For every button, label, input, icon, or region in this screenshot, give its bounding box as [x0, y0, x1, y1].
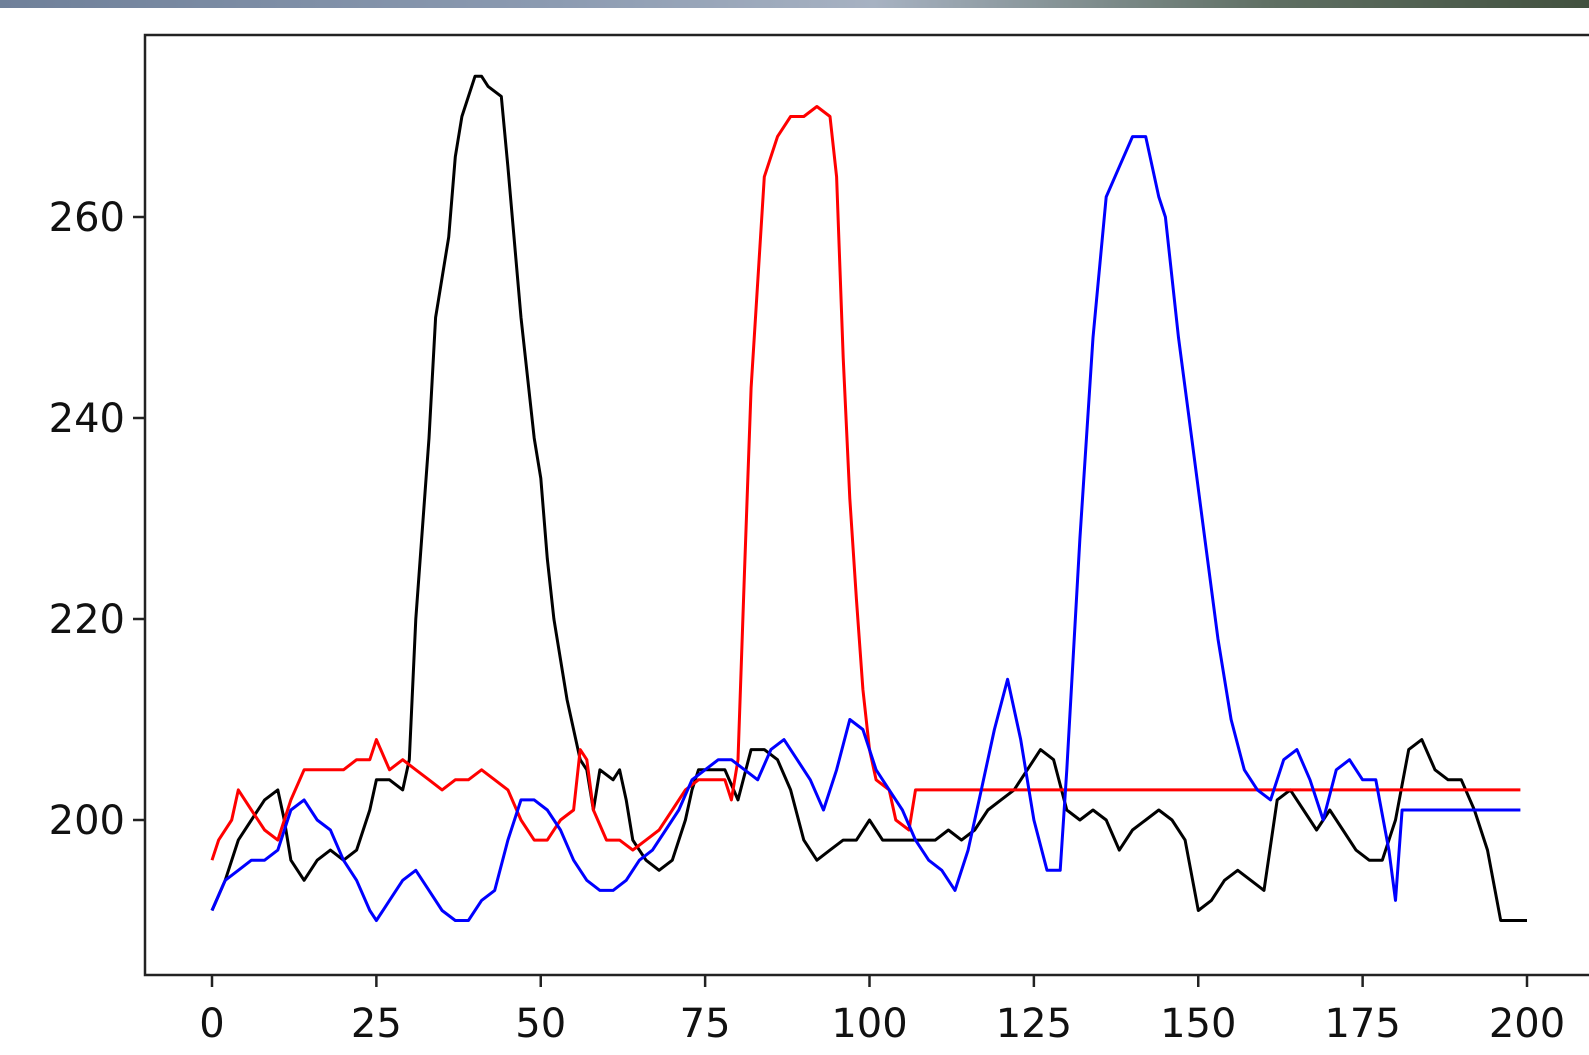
x-tick-label: 100	[831, 1001, 907, 1047]
y-tick-label: 220	[49, 597, 125, 643]
y-tick-label: 260	[49, 195, 125, 241]
x-tick-label: 150	[1160, 1001, 1236, 1047]
y-tick-label: 200	[49, 798, 125, 844]
series-line-3	[210, 135, 1521, 922]
y-tick-label: 240	[49, 396, 125, 442]
x-tick-label: 175	[1324, 1001, 1400, 1047]
series-layer	[210, 74, 1527, 922]
x-tick-label: 200	[1489, 1001, 1565, 1047]
x-tick-label: 0	[199, 1001, 224, 1047]
x-tick-label: 25	[351, 1001, 402, 1047]
window-top-strip	[0, 0, 1589, 8]
x-axis: 0 25 50 75 100 125 150 175 200	[199, 975, 1565, 1047]
x-tick-label: 50	[515, 1001, 566, 1047]
series-line-2	[210, 105, 1521, 861]
series-line-1	[210, 74, 1527, 922]
x-tick-label: 125	[996, 1001, 1072, 1047]
y-axis: 200 220 240 260	[49, 195, 145, 844]
plot-frame	[143, 33, 1589, 977]
x-tick-label: 75	[680, 1001, 731, 1047]
